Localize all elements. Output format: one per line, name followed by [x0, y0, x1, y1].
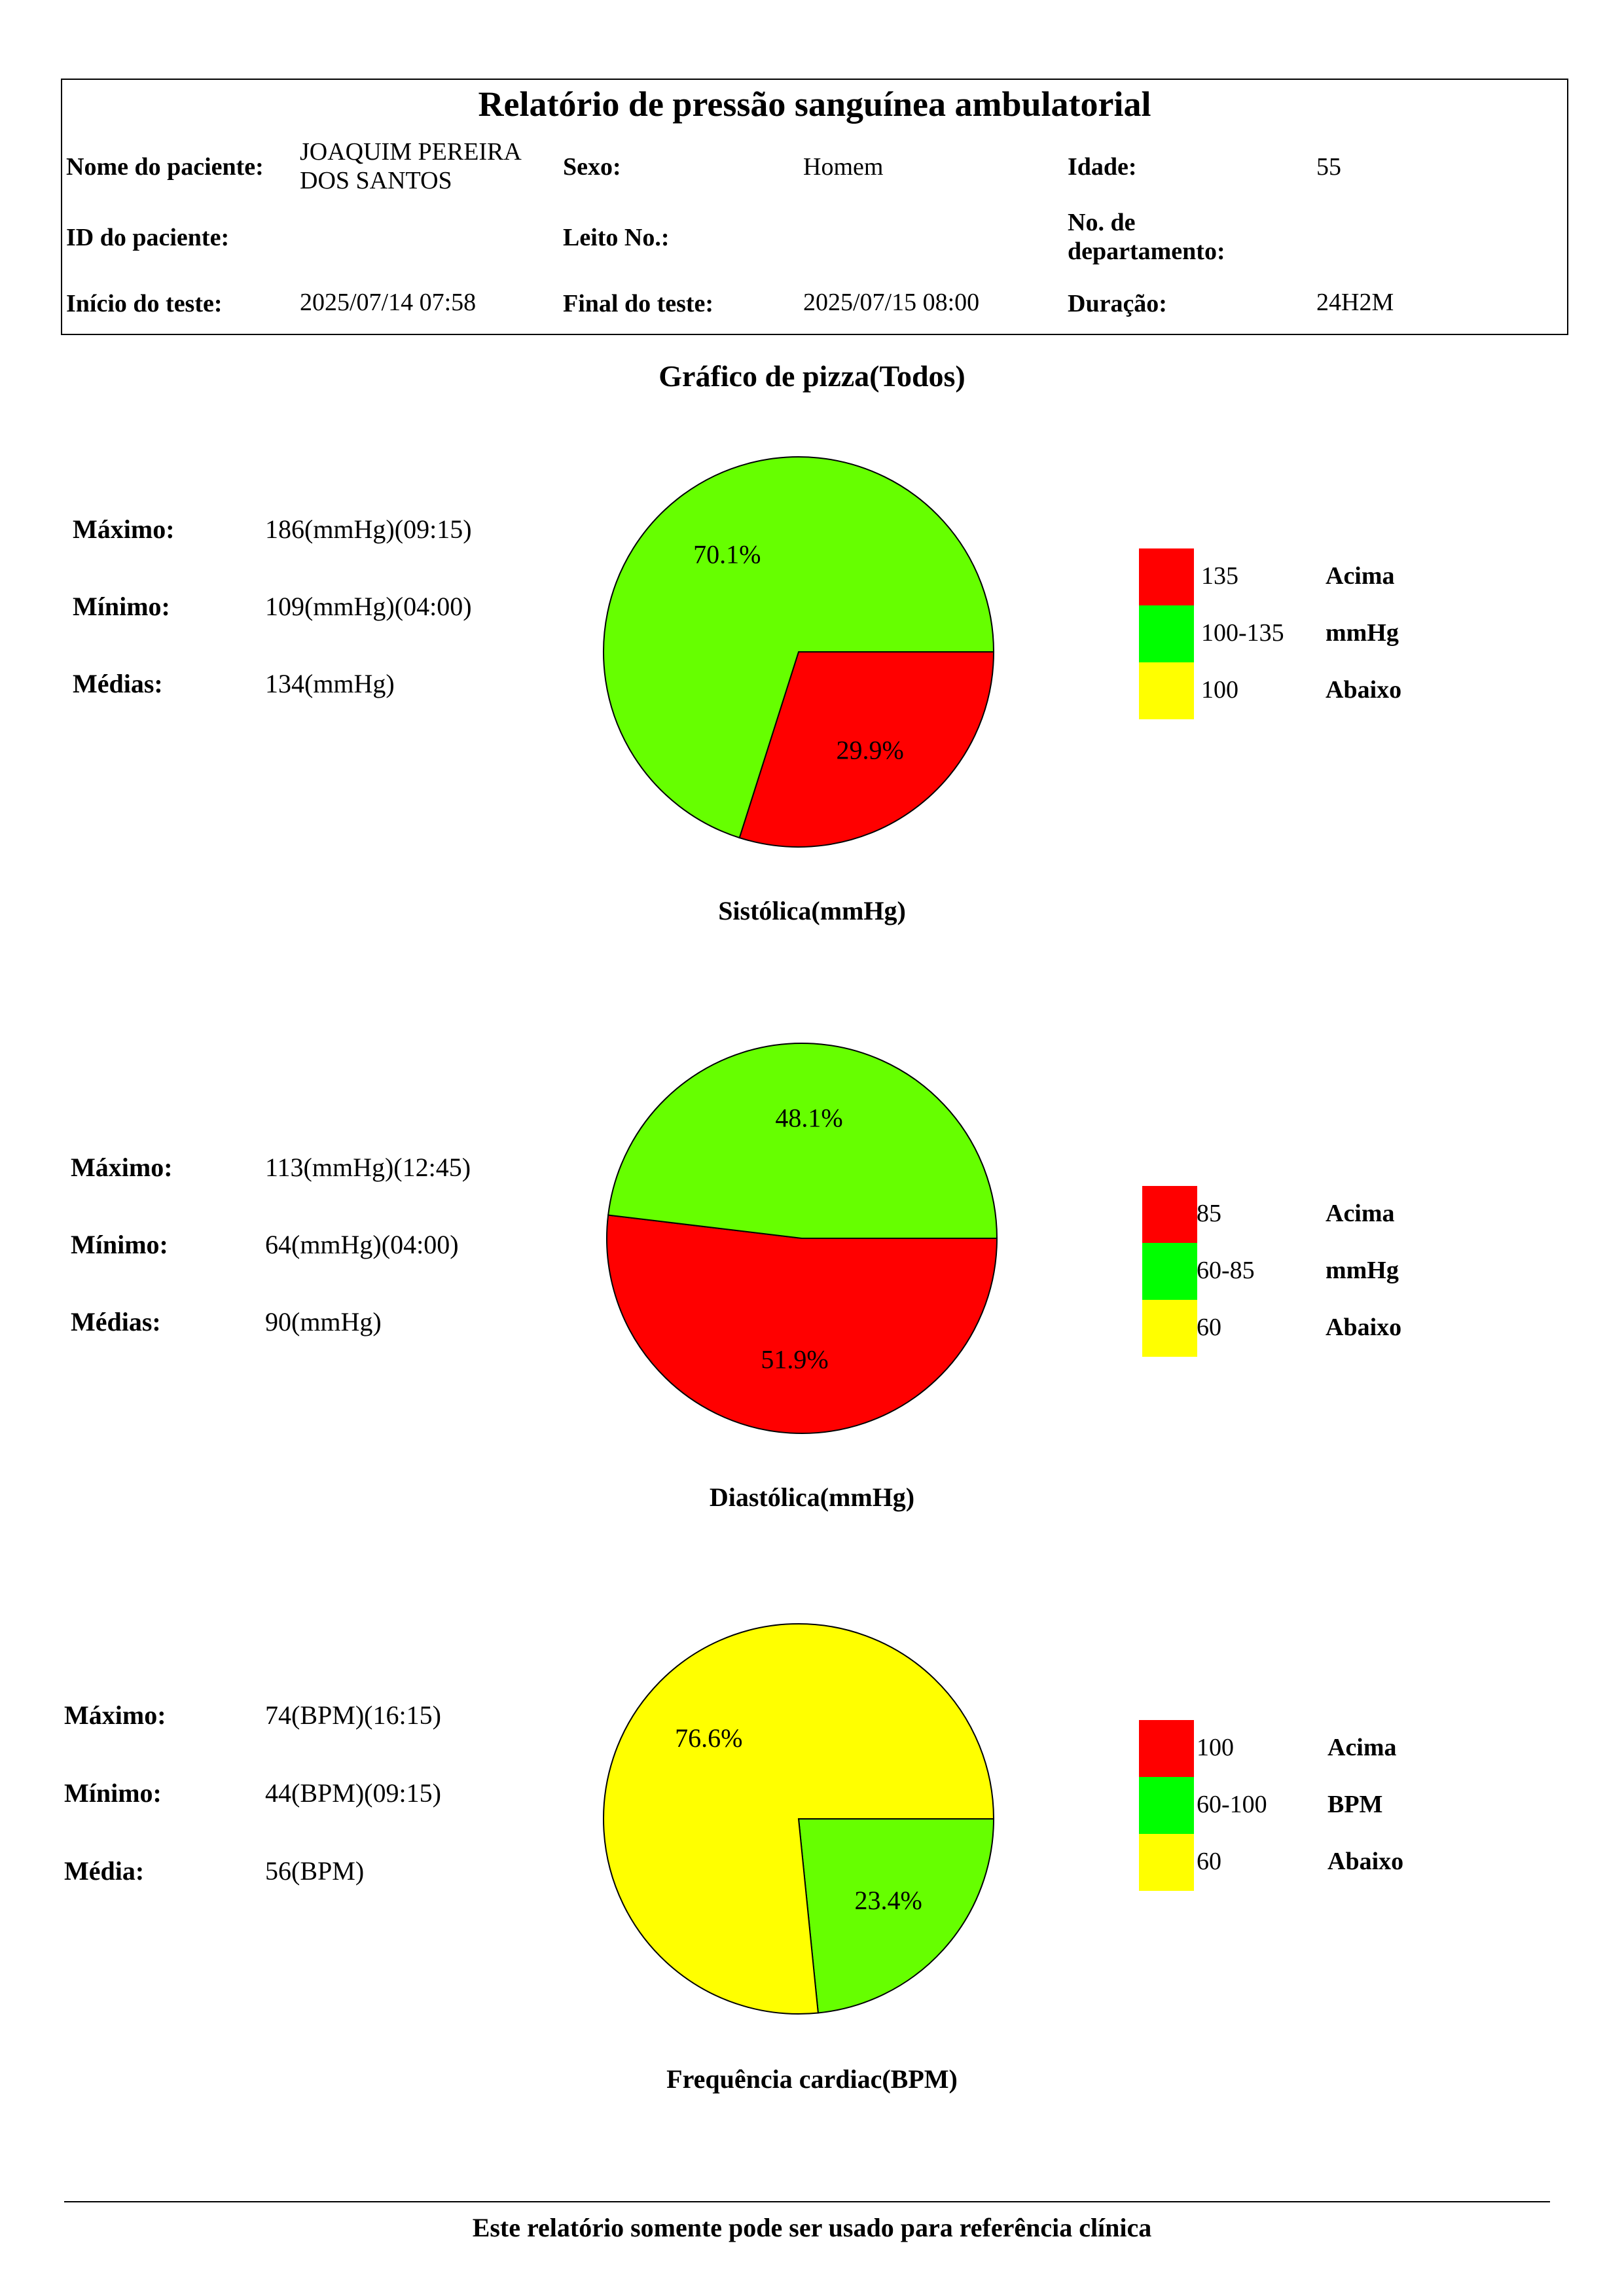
age-value: 55	[1316, 153, 1341, 181]
patient-name-line2: DOS SANTOS	[300, 167, 452, 194]
patient-id-label: ID do paciente:	[66, 224, 230, 251]
diastolic-legend-range-above: 85	[1197, 1200, 1221, 1227]
heart-rate-avg-label: Média:	[64, 1856, 145, 1886]
section-title: Gráfico de pizza(Todos)	[659, 359, 965, 393]
systolic-max-label: Máximo:	[73, 514, 175, 544]
department-label-line2: departamento:	[1068, 238, 1225, 265]
diastolic-avg-label: Médias:	[71, 1307, 161, 1336]
diastolic-caption: Diastólica(mmHg)	[709, 1482, 915, 1512]
sex-label: Sexo:	[563, 153, 621, 181]
pie-slice-1	[603, 1623, 995, 2015]
diastolic-legend-swatch-above	[1142, 1186, 1197, 1243]
systolic-min-label: Mínimo:	[73, 592, 170, 621]
heart-rate-legend-swatch-normal	[1139, 1777, 1194, 1834]
pie-slice-1	[607, 1043, 998, 1239]
pie-slice-label-1: 70.1%	[693, 540, 761, 569]
diastolic-legend-range-below: 60	[1197, 1314, 1221, 1341]
systolic-legend-label-normal: mmHg	[1326, 619, 1399, 647]
systolic-legend-range-below: 100	[1201, 676, 1238, 704]
systolic-avg-label: Médias:	[73, 669, 163, 698]
diastolic-max-value: 113(mmHg)(12:45)	[265, 1153, 471, 1182]
diastolic-legend-label-above: Acima	[1326, 1200, 1395, 1227]
systolic-legend-label-above: Acima	[1326, 562, 1395, 590]
diastolic-legend-label-below: Abaixo	[1326, 1314, 1402, 1341]
diastolic-legend-swatch-below	[1142, 1300, 1197, 1357]
diastolic-max-label: Máximo:	[71, 1153, 173, 1182]
test-start-value: 2025/07/14 07:58	[300, 289, 477, 316]
pie-slice-0	[797, 1818, 995, 2014]
heart-rate-min-label: Mínimo:	[64, 1778, 162, 1808]
heart-rate-pie-chart: 23.4% 76.6%	[603, 1623, 995, 2015]
test-start-label: Início do teste:	[66, 290, 223, 317]
pie-slice-label-1: 48.1%	[775, 1103, 842, 1132]
heart-rate-caption: Frequência cardiac(BPM)	[666, 2064, 958, 2094]
diastolic-legend-label-normal: mmHg	[1326, 1257, 1399, 1284]
heart-rate-legend-range-below: 60	[1197, 1848, 1221, 1875]
systolic-legend-range-above: 135	[1201, 562, 1238, 590]
duration-value: 24H2M	[1316, 289, 1394, 316]
pie-slice-0	[738, 651, 995, 848]
heart-rate-legend-swatch-below	[1139, 1834, 1194, 1891]
diastolic-legend-range-normal: 60-85	[1197, 1257, 1255, 1284]
systolic-caption: Sistólica(mmHg)	[718, 896, 906, 925]
heart-rate-legend-label-normal: BPM	[1327, 1791, 1383, 1818]
heart-rate-max-value: 74(BPM)(16:15)	[265, 1700, 441, 1730]
department-label-line1: No. de	[1068, 209, 1136, 236]
systolic-legend-range-normal: 100-135	[1201, 619, 1284, 647]
footer-disclaimer: Este relatório somente pode ser usado pa…	[472, 2213, 1152, 2242]
test-end-value: 2025/07/15 08:00	[803, 289, 980, 316]
pie-slice-1	[603, 456, 995, 839]
patient-info-box: Relatório de pressão sanguínea ambulator…	[61, 79, 1568, 335]
heart-rate-max-label: Máximo:	[64, 1700, 166, 1730]
patient-name-label: Nome do paciente:	[66, 153, 264, 181]
diastolic-pie-chart: 51.9% 48.1%	[606, 1043, 998, 1434]
bed-label: Leito No.:	[563, 224, 670, 251]
sex-value: Homem	[803, 153, 884, 181]
heart-rate-legend-label-above: Acima	[1327, 1734, 1397, 1761]
systolic-avg-value: 134(mmHg)	[265, 669, 395, 698]
diastolic-avg-value: 90(mmHg)	[265, 1307, 382, 1336]
systolic-legend-swatch-normal	[1139, 605, 1194, 662]
pie-slice-label-0: 51.9%	[761, 1345, 828, 1374]
systolic-legend-label-below: Abaixo	[1326, 676, 1402, 704]
footer-divider	[64, 2201, 1550, 2202]
heart-rate-avg-value: 56(BPM)	[265, 1856, 365, 1886]
heart-rate-legend-range-above: 100	[1197, 1734, 1234, 1761]
heart-rate-legend-label-below: Abaixo	[1327, 1848, 1404, 1875]
heart-rate-min-value: 44(BPM)(09:15)	[265, 1778, 441, 1808]
pie-slice-0	[606, 1214, 998, 1434]
diastolic-min-label: Mínimo:	[71, 1230, 168, 1259]
systolic-min-value: 109(mmHg)(04:00)	[265, 592, 472, 621]
systolic-legend-swatch-above	[1139, 548, 1194, 605]
heart-rate-legend-swatch-above	[1139, 1720, 1194, 1777]
pie-slice-label-0: 23.4%	[855, 1886, 922, 1915]
heart-rate-legend-range-normal: 60-100	[1197, 1791, 1267, 1818]
systolic-pie-chart: 29.9% 70.1%	[603, 456, 995, 848]
systolic-max-value: 186(mmHg)(09:15)	[265, 514, 472, 544]
diastolic-legend-swatch-normal	[1142, 1243, 1197, 1300]
systolic-legend-swatch-below	[1139, 662, 1194, 719]
pie-slice-label-0: 29.9%	[837, 735, 904, 764]
diastolic-min-value: 64(mmHg)(04:00)	[265, 1230, 459, 1259]
pie-slice-label-1: 76.6%	[675, 1723, 742, 1753]
age-label: Idade:	[1068, 153, 1137, 181]
report-title: Relatório de pressão sanguínea ambulator…	[478, 84, 1151, 124]
patient-name-line1: JOAQUIM PEREIRA	[300, 138, 522, 166]
test-end-label: Final do teste:	[563, 290, 714, 317]
duration-label: Duração:	[1068, 290, 1167, 317]
